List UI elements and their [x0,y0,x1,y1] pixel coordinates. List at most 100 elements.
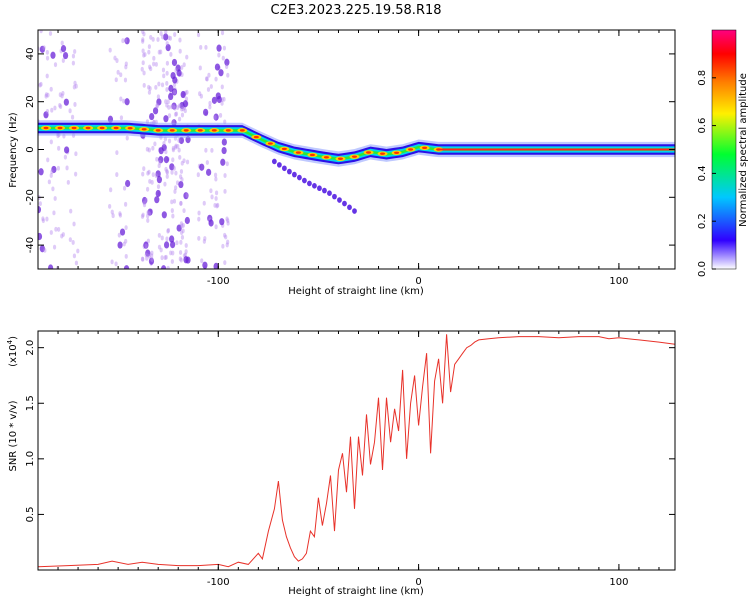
noise-speckle [179,230,184,236]
noise-speckle [147,44,151,50]
noise-speckle [165,169,169,175]
noise-speckle [125,179,131,188]
noise-speckle [74,151,78,157]
noise-speckle [110,209,114,215]
ridge-peak [71,126,77,130]
noise-speckle [165,70,169,76]
noise-speckle [179,200,183,206]
noise-speckle [177,138,181,143]
noise-speckle [177,103,182,109]
noise-speckle [155,156,159,162]
noise-speckle [185,89,189,95]
snr-y-label: SNR (10 * v/v) [8,400,19,471]
spectrogram-x-label: Height of straight line (km) [288,286,424,297]
y-tick-label: 2.0 [25,340,36,356]
noise-speckle [49,139,53,145]
noise-speckle [163,241,170,249]
noise-speckle [140,256,145,262]
noise-speckle [151,145,155,151]
noise-speckle [53,196,57,201]
noise-speckle [60,45,67,53]
noise-speckle [161,211,167,219]
noise-speckle [173,105,177,111]
noise-speckle [124,61,128,67]
noise-speckle [60,93,64,99]
ridge-peak [337,157,343,160]
ridge-peak [309,153,315,157]
noise-speckle [165,236,169,242]
noise-speckle [166,228,171,233]
noise-speckle [214,76,218,82]
noise-speckle [145,249,151,257]
noise-speckle [114,77,118,83]
noise-speckle [142,202,147,208]
noise-speckle [45,216,49,222]
noise-speckle [165,60,169,66]
noise-speckle [38,168,44,176]
noise-speckle [61,232,65,237]
noise-speckle [184,243,188,248]
noise-speckle [184,96,189,102]
noise-speckle [60,40,64,46]
noise-speckle [220,84,224,90]
noise-speckle [157,244,162,250]
noise-speckle [185,159,190,165]
noise-speckle [108,47,112,53]
noise-speckle [156,94,161,100]
x-tick-label: 100 [609,577,628,588]
noise-speckle [68,108,72,114]
noise-speckle [59,104,63,110]
noise-speckle [119,96,123,102]
noise-speckle [149,112,155,121]
noise-speckle [141,37,145,43]
noise-speckle [38,201,42,207]
noise-speckle [180,112,185,118]
noise-speckle [150,179,154,185]
y-tick-label: -20 [25,189,36,205]
noise-speckle [39,245,45,253]
noise-speckle [152,107,159,115]
noise-speckle [178,136,185,145]
noise-speckle [58,92,62,98]
noise-speckle [176,224,182,232]
noise-speckle [45,55,50,61]
noise-speckle [159,49,163,55]
noise-speckle [141,38,145,44]
noise-speckle [180,106,184,112]
noise-speckle [158,159,162,165]
noise-speckle [172,198,177,204]
noise-speckle [179,174,183,180]
noise-speckle [178,48,182,54]
snr-x-label: Height of straight line (km) [288,586,424,597]
noise-speckle [199,45,203,50]
noise-speckle [205,76,209,82]
noise-speckle [168,35,173,41]
y-tick-label: 20 [25,95,36,108]
spectrogram-y-label: Frequency (Hz) [8,112,19,188]
ridge-peak [380,152,386,155]
noise-speckle [70,114,75,120]
noise-speckle [146,210,150,216]
noise-speckle [184,249,188,255]
noise-speckle [38,232,43,241]
branch-speckle [352,208,357,214]
noise-speckle [109,187,113,193]
noise-speckle [225,64,229,70]
noise-speckle [173,32,177,37]
colorbar-ticks: 0.0 0.2 0.4 0.6 0.8 [697,70,716,277]
noise-speckle [141,212,145,218]
ridge-peak [99,126,105,130]
noise-speckle [165,81,169,86]
noise-speckle [226,72,230,78]
noise-speckle [73,80,77,86]
noise-speckle [41,216,45,222]
branch-speckle [281,165,287,172]
noise-speckle [167,104,171,110]
ridge-peak [211,129,217,132]
noise-speckle [43,247,47,253]
noise-speckle [140,214,145,219]
noise-speckle [155,103,159,109]
noise-speckle [180,65,184,70]
multiplier-prefix: (x10 [8,344,19,367]
noise-speckle [182,208,186,214]
